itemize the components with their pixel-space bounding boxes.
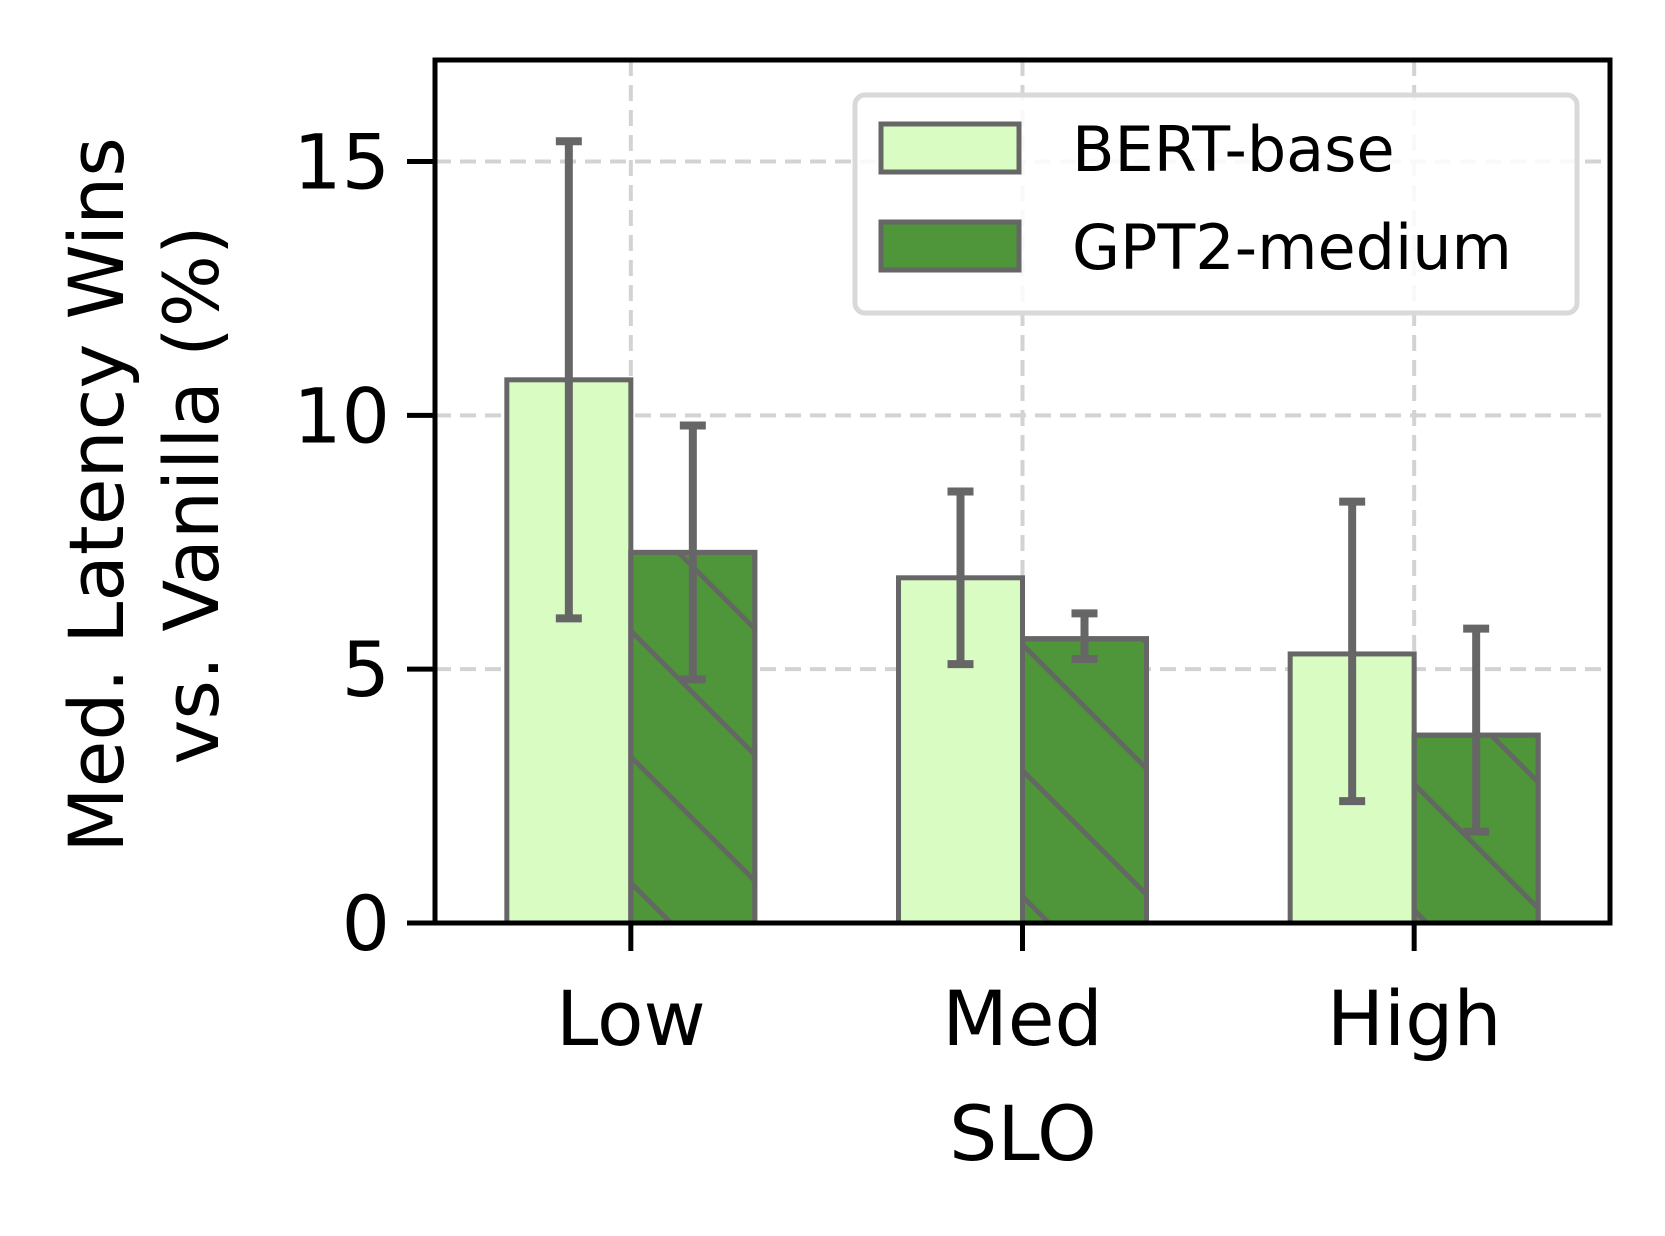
y-tick-label-15: 15 — [293, 118, 390, 207]
error-bars — [555, 137, 1490, 836]
x-tick-label-med: Med — [942, 974, 1103, 1063]
legend-label-gpt2-medium: GPT2-medium — [1072, 211, 1512, 284]
x-axis-title: SLO — [949, 1089, 1097, 1178]
x-tick-label-high: High — [1327, 974, 1502, 1063]
bar-hatch-gpt2-medium-med — [1020, 636, 1149, 926]
y-tick-label-0: 0 — [342, 879, 390, 968]
y-axis-title-line-1: Med. Latency Wins — [52, 137, 141, 853]
legend: BERT-base GPT2-medium — [852, 92, 1580, 316]
x-tick-label-low: Low — [556, 974, 706, 1063]
y-tick-label-10: 10 — [293, 371, 390, 460]
legend-swatch-bert-base — [878, 121, 1022, 175]
legend-box — [852, 92, 1580, 316]
legend-swatch-gpt2-medium — [878, 219, 1022, 273]
legend-label-bert-base: BERT-base — [1072, 113, 1395, 186]
axes: 0 5 10 15 Low Med High — [293, 57, 1613, 1063]
y-axis-title-line-2: vs. Vanilla (%) — [147, 225, 236, 764]
y-tick-label-5: 5 — [342, 625, 390, 714]
